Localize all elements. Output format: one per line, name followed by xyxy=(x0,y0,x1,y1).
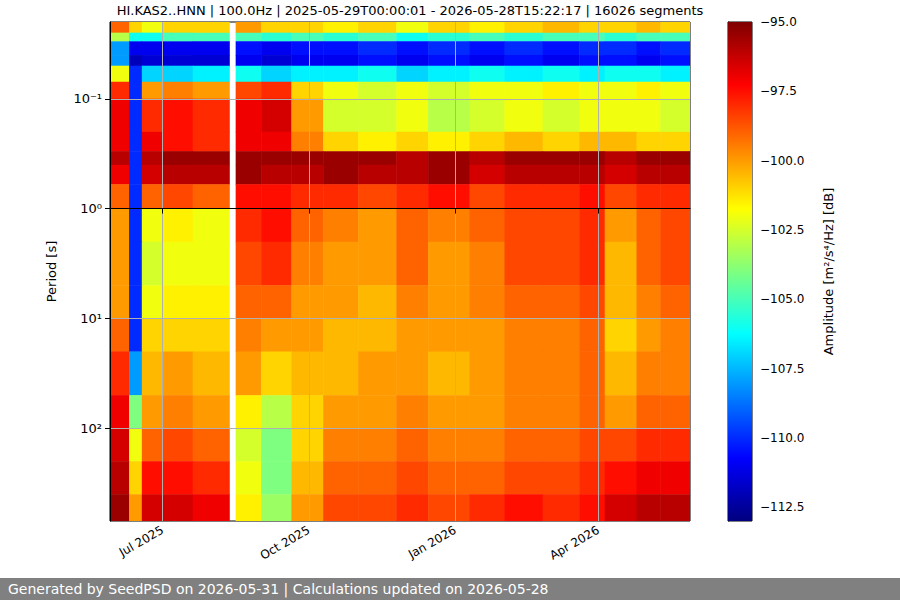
html-text:Generated by SeedPSD on 2026-0: Generated by SeedPSD on 2026-05-31 | Cal… xyxy=(8,581,549,597)
svg-text:−107.5: −107.5 xyxy=(760,362,804,376)
svg-text:10⁻¹: 10⁻¹ xyxy=(73,91,102,106)
svg-text:−100.0: −100.0 xyxy=(760,154,804,168)
svg-text:−112.5: −112.5 xyxy=(760,500,804,514)
svg-text:Amplitude [m²/s⁴/Hz] [dB]: Amplitude [m²/s⁴/Hz] [dB] xyxy=(821,188,836,356)
svg-text:Apr 2026: Apr 2026 xyxy=(547,523,602,563)
svg-text:HI.KAS2..HNN | 100.0Hz | 2025-: HI.KAS2..HNN | 100.0Hz | 2025-05-29T00:0… xyxy=(117,3,704,18)
svg-text:Period [s]: Period [s] xyxy=(44,241,59,303)
svg-text:Jul 2025: Jul 2025 xyxy=(116,523,166,560)
svg-text:10¹: 10¹ xyxy=(80,311,102,326)
svg-text:Oct 2025: Oct 2025 xyxy=(258,523,313,563)
svg-text:10²: 10² xyxy=(80,421,102,436)
svg-text:−105.0: −105.0 xyxy=(760,292,804,306)
svg-text:−97.5: −97.5 xyxy=(760,84,797,98)
svg-text:10⁰: 10⁰ xyxy=(80,201,102,216)
svg-text:−95.0: −95.0 xyxy=(760,15,797,29)
svg-text:−102.5: −102.5 xyxy=(760,223,804,237)
svg-text:−110.0: −110.0 xyxy=(760,431,804,445)
svg-text:Jan 2026: Jan 2026 xyxy=(405,523,459,562)
